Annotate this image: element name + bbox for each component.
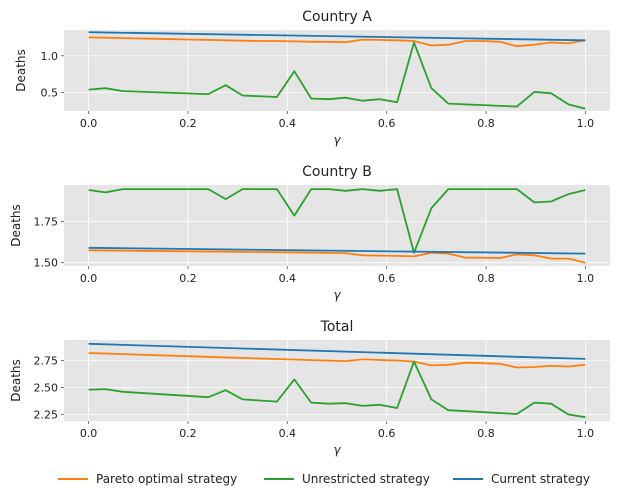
plot-background xyxy=(64,30,610,111)
x-tick-label: 0.0 xyxy=(80,427,98,440)
y-tick-label: 1.50 xyxy=(34,257,59,270)
x-tick-label: 0.2 xyxy=(179,427,197,440)
series-line-unrestricted xyxy=(88,41,586,110)
panel-3: 0.0 0.2 0.4 0.6 0.8 1.0 2.25 2.50 2.75 Total γ Deat… xyxy=(9,319,610,457)
panel-title: Country A xyxy=(302,9,372,25)
series-line-pareto xyxy=(88,36,586,48)
y-tick-label: 1.0 xyxy=(41,50,59,63)
y-tick-label: 2.50 xyxy=(34,382,59,395)
x-tick-label: 0.6 xyxy=(378,427,396,440)
x-tick-label: 0.8 xyxy=(477,427,495,440)
legend-label-unrestricted: Unrestricted strategy xyxy=(302,472,430,486)
panel-1: 0.0 0.2 0.4 0.6 0.8 1.0 0.5 1.0 Country A γ Deaths xyxy=(14,9,610,147)
x-tick-label: 0.4 xyxy=(279,427,297,440)
x-tick-label: 0.8 xyxy=(477,272,495,285)
series-line-current xyxy=(88,246,586,255)
panel-title: Total xyxy=(320,319,354,335)
series-line-unrestricted xyxy=(88,188,586,254)
series-line-pareto xyxy=(88,249,586,264)
y-tick-label: 2.75 xyxy=(34,355,59,368)
x-tick-label: 0.0 xyxy=(80,117,98,130)
x-tick-label: 1.0 xyxy=(577,117,595,130)
plot-background xyxy=(64,340,610,421)
x-axis-label: γ xyxy=(333,288,341,302)
legend: Pareto optimal strategy Unrestricted stra… xyxy=(58,472,590,486)
series-line-pareto xyxy=(88,352,586,369)
panel-2: 0.0 0.2 0.4 0.6 0.8 1.0 1.50 1.75 Country B γ Deat… xyxy=(9,164,610,302)
x-tick-label: 0.6 xyxy=(378,117,396,130)
y-axis-label: Deaths xyxy=(9,359,23,402)
x-tick-label: 0.2 xyxy=(179,117,197,130)
x-tick-label: 0.6 xyxy=(378,272,396,285)
y-axis-label: Deaths xyxy=(9,204,23,247)
legend-label-current: Current strategy xyxy=(491,472,590,486)
y-axis-label: Deaths xyxy=(14,49,28,92)
series-line-current xyxy=(88,31,586,42)
x-tick-label: 0.8 xyxy=(477,117,495,130)
series-line-current xyxy=(88,342,586,360)
panel-title: Country B xyxy=(302,164,372,180)
x-tick-label: 0.2 xyxy=(179,272,197,285)
series-line-unrestricted xyxy=(88,360,586,419)
y-tick-label: 1.75 xyxy=(34,215,59,228)
x-tick-label: 1.0 xyxy=(577,427,595,440)
legend-label-pareto: Pareto optimal strategy xyxy=(96,472,237,486)
x-tick-label: 0.4 xyxy=(279,117,297,130)
x-axis-label: γ xyxy=(333,133,341,147)
x-tick-label: 0.0 xyxy=(80,272,98,285)
x-tick-label: 1.0 xyxy=(577,272,595,285)
y-tick-label: 2.25 xyxy=(34,409,59,422)
x-tick-label: 0.4 xyxy=(279,272,297,285)
x-axis-label: γ xyxy=(333,443,341,457)
y-tick-label: 0.5 xyxy=(41,87,59,100)
